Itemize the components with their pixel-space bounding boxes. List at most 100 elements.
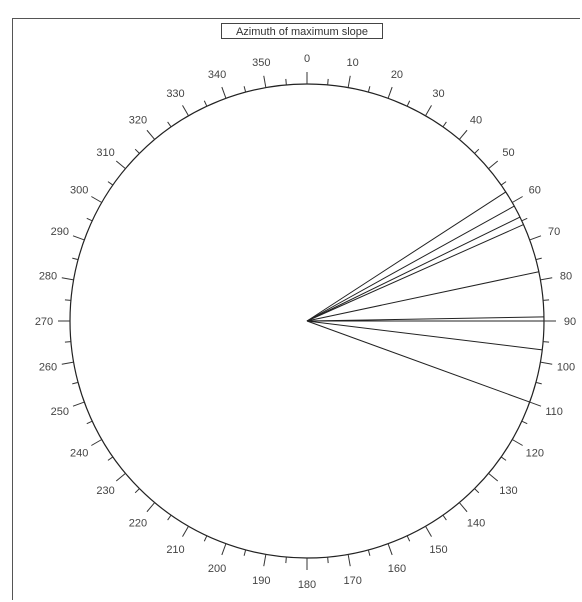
tick-215 — [167, 514, 172, 521]
tick-295 — [86, 217, 93, 222]
tick-label-110: 110 — [545, 406, 563, 418]
tick-290 — [72, 235, 85, 241]
tick-130 — [488, 472, 499, 482]
tick-235 — [107, 456, 114, 461]
tick-325 — [167, 121, 172, 128]
tick-label-290: 290 — [51, 226, 69, 238]
tick-label-80: 80 — [560, 270, 572, 282]
tick-170 — [347, 554, 351, 567]
tick-260 — [61, 361, 74, 365]
tick-160 — [387, 543, 393, 556]
tick-label-320: 320 — [129, 115, 147, 127]
tick-265 — [64, 341, 71, 343]
direction-line-4 — [306, 224, 524, 322]
tick-label-230: 230 — [96, 485, 114, 497]
tick-label-10: 10 — [347, 57, 359, 69]
tick-120 — [511, 439, 523, 446]
tick-label-210: 210 — [166, 544, 184, 556]
tick-5 — [327, 78, 329, 85]
tick-140 — [458, 502, 468, 513]
tick-label-30: 30 — [432, 88, 444, 100]
direction-line-9 — [306, 320, 530, 403]
tick-marks — [58, 72, 556, 570]
tick-label-70: 70 — [548, 226, 560, 238]
tick-label-60: 60 — [529, 185, 541, 197]
tick-label-0: 0 — [304, 53, 310, 65]
tick-300 — [91, 196, 103, 203]
tick-230 — [115, 472, 126, 482]
tick-330 — [182, 105, 189, 117]
tick-label-190: 190 — [252, 575, 270, 587]
tick-125 — [500, 456, 507, 461]
tick-75 — [535, 257, 542, 261]
tick-label-150: 150 — [429, 544, 447, 556]
tick-275 — [64, 299, 71, 301]
tick-label-160: 160 — [388, 563, 406, 575]
tick-20 — [387, 86, 393, 99]
tick-label-330: 330 — [166, 88, 184, 100]
tick-240 — [91, 439, 103, 446]
tick-345 — [243, 86, 247, 93]
tick-185 — [285, 557, 287, 564]
tick-label-120: 120 — [526, 448, 544, 460]
tick-335 — [203, 100, 208, 107]
tick-label-130: 130 — [499, 485, 517, 497]
tick-50 — [488, 160, 499, 170]
tick-80 — [540, 277, 553, 281]
tick-250 — [72, 401, 85, 407]
direction-line-5 — [306, 271, 539, 322]
tick-95 — [543, 341, 550, 343]
tick-145 — [442, 514, 447, 521]
tick-label-240: 240 — [70, 448, 88, 460]
tick-45 — [474, 148, 480, 154]
tick-115 — [521, 420, 528, 425]
tick-40 — [458, 129, 468, 140]
tick-label-250: 250 — [51, 406, 69, 418]
tick-label-90: 90 — [564, 316, 576, 328]
tick-285 — [72, 257, 79, 261]
tick-200 — [221, 543, 227, 556]
tick-label-100: 100 — [557, 362, 575, 374]
tick-label-50: 50 — [502, 147, 514, 159]
tick-315 — [134, 148, 140, 154]
tick-label-200: 200 — [208, 563, 226, 575]
tick-150 — [425, 525, 432, 537]
tick-65 — [521, 217, 528, 222]
tick-label-310: 310 — [96, 147, 114, 159]
tick-label-260: 260 — [39, 362, 57, 374]
tick-110 — [529, 401, 542, 407]
tick-15 — [367, 86, 371, 93]
tick-label-270: 270 — [35, 316, 53, 328]
tick-205 — [203, 535, 208, 542]
tick-label-20: 20 — [391, 69, 403, 81]
direction-lines — [306, 191, 544, 403]
tick-255 — [72, 381, 79, 385]
tick-label-140: 140 — [467, 517, 485, 529]
tick-60 — [511, 196, 523, 203]
tick-85 — [543, 299, 550, 301]
direction-line-6 — [306, 316, 544, 322]
tick-245 — [86, 420, 93, 425]
tick-label-300: 300 — [70, 185, 88, 197]
tick-195 — [243, 549, 247, 556]
tick-10 — [347, 75, 351, 88]
tick-label-180: 180 — [298, 579, 316, 591]
tick-55 — [500, 181, 507, 186]
tick-190 — [263, 554, 267, 567]
tick-25 — [406, 100, 411, 107]
tick-label-220: 220 — [129, 517, 147, 529]
tick-labels: 0 10 20 30 40 50 60 70 80 90 100 110 120 130 140 150 160… — [35, 53, 576, 591]
tick-320 — [146, 129, 156, 140]
tick-label-350: 350 — [252, 57, 270, 69]
tick-175 — [327, 557, 329, 564]
direction-line-8 — [306, 320, 543, 351]
tick-305 — [107, 181, 114, 186]
tick-label-280: 280 — [39, 270, 57, 282]
tick-280 — [61, 277, 74, 281]
tick-label-40: 40 — [470, 115, 482, 127]
tick-30 — [425, 105, 432, 117]
tick-100 — [540, 361, 553, 365]
tick-155 — [406, 535, 411, 542]
tick-225 — [134, 488, 140, 494]
tick-35 — [442, 121, 447, 128]
